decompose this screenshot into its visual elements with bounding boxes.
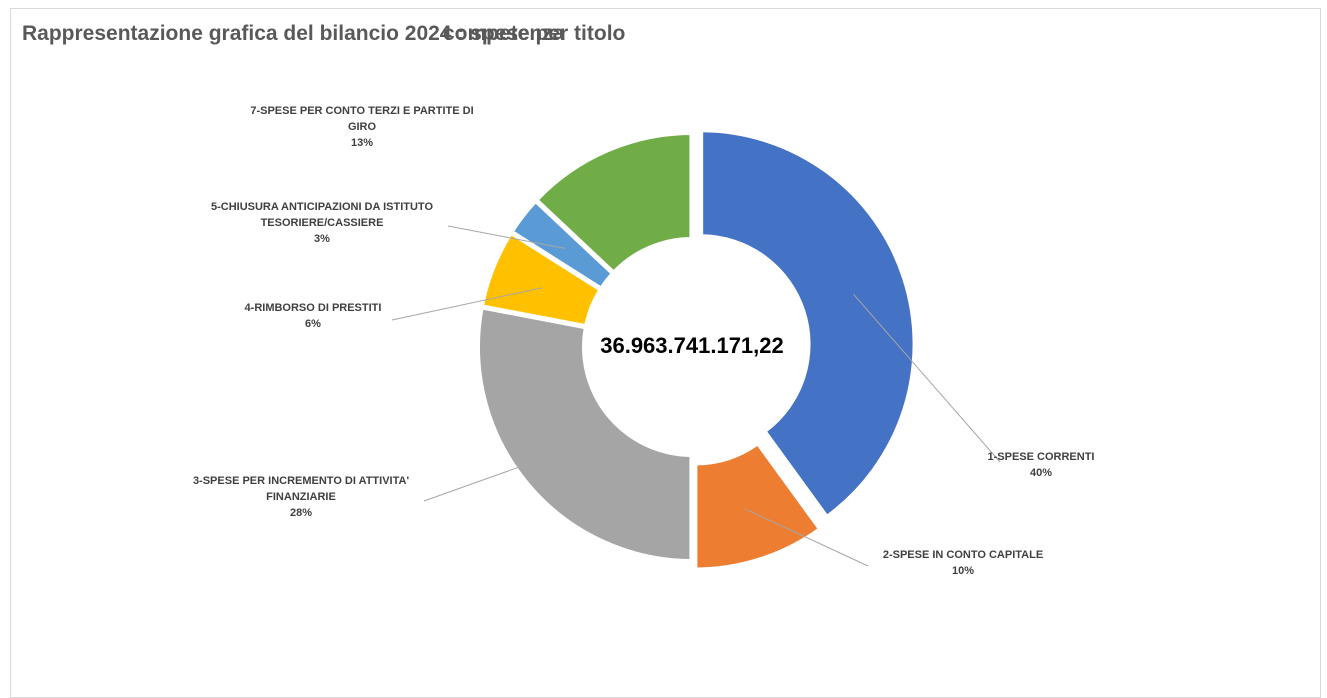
donut-slices (478, 130, 915, 570)
slice-percent-6: 13% (351, 137, 373, 149)
slice-name-line-5: 5-CHIUSURA ANTICIPAZIONI DA ISTITUTO (211, 201, 433, 213)
leader-lines (391, 225, 1001, 567)
slice-labels: 1-SPESE CORRENTI 40% 2-SPESE IN CONTO CAPI… (193, 105, 1095, 577)
slice-percent-4: 6% (305, 318, 321, 330)
slice-label-5: 5-CHIUSURA ANTICIPAZIONI DA ISTITUTO TESO… (211, 201, 433, 245)
slice-percent-1: 40% (1030, 467, 1052, 479)
slice-name-line-5: TESORIERE/CASSIERE (261, 217, 384, 229)
leader-line-1 (853, 294, 1001, 463)
slice-percent-5: 3% (314, 233, 330, 245)
slice-1 (701, 130, 915, 517)
slice-label-1: 1-SPESE CORRENTI 40% (988, 451, 1095, 479)
slice-3 (478, 307, 692, 562)
slice-name-line-3: FINANZIARIE (266, 491, 336, 503)
slice-name-line-2: 2-SPESE IN CONTO CAPITALE (883, 549, 1043, 561)
slice-name-line-4: 4-RIMBORSO DI PRESTITI (245, 302, 382, 314)
chart-frame (10, 8, 1321, 698)
slice-name-line-6: 7-SPESE PER CONTO TERZI E PARTITE DI (250, 105, 473, 117)
slice-name-line-3: 3-SPESE PER INCREMENTO DI ATTIVITA' (193, 475, 410, 487)
slice-name-line-6: GIRO (348, 121, 377, 133)
slice-6 (536, 132, 692, 273)
leader-line-3 (423, 449, 569, 502)
slice-label-2: 2-SPESE IN CONTO CAPITALE 10% (883, 549, 1043, 577)
leader-line-5 (447, 225, 565, 249)
chart-title-overlap: competenza (443, 22, 565, 45)
slice-name-line-1: 1-SPESE CORRENTI (988, 451, 1095, 463)
slice-4 (481, 232, 601, 327)
chart-title: Rappresentazione grafica del bilancio 20… (22, 22, 626, 45)
slice-5 (511, 200, 613, 289)
slice-percent-3: 28% (290, 507, 312, 519)
slice-percent-2: 10% (952, 565, 974, 577)
slice-2 (695, 443, 821, 570)
slice-label-4: 4-RIMBORSO DI PRESTITI 6% (245, 302, 382, 330)
slice-label-6: 7-SPESE PER CONTO TERZI E PARTITE DI GIRO… (250, 105, 473, 149)
leader-line-2 (744, 508, 869, 567)
center-total: 36.963.741.171,22 (600, 333, 784, 358)
slice-label-3: 3-SPESE PER INCREMENTO DI ATTIVITA' FINAN… (193, 475, 410, 519)
leader-line-4 (391, 287, 543, 321)
